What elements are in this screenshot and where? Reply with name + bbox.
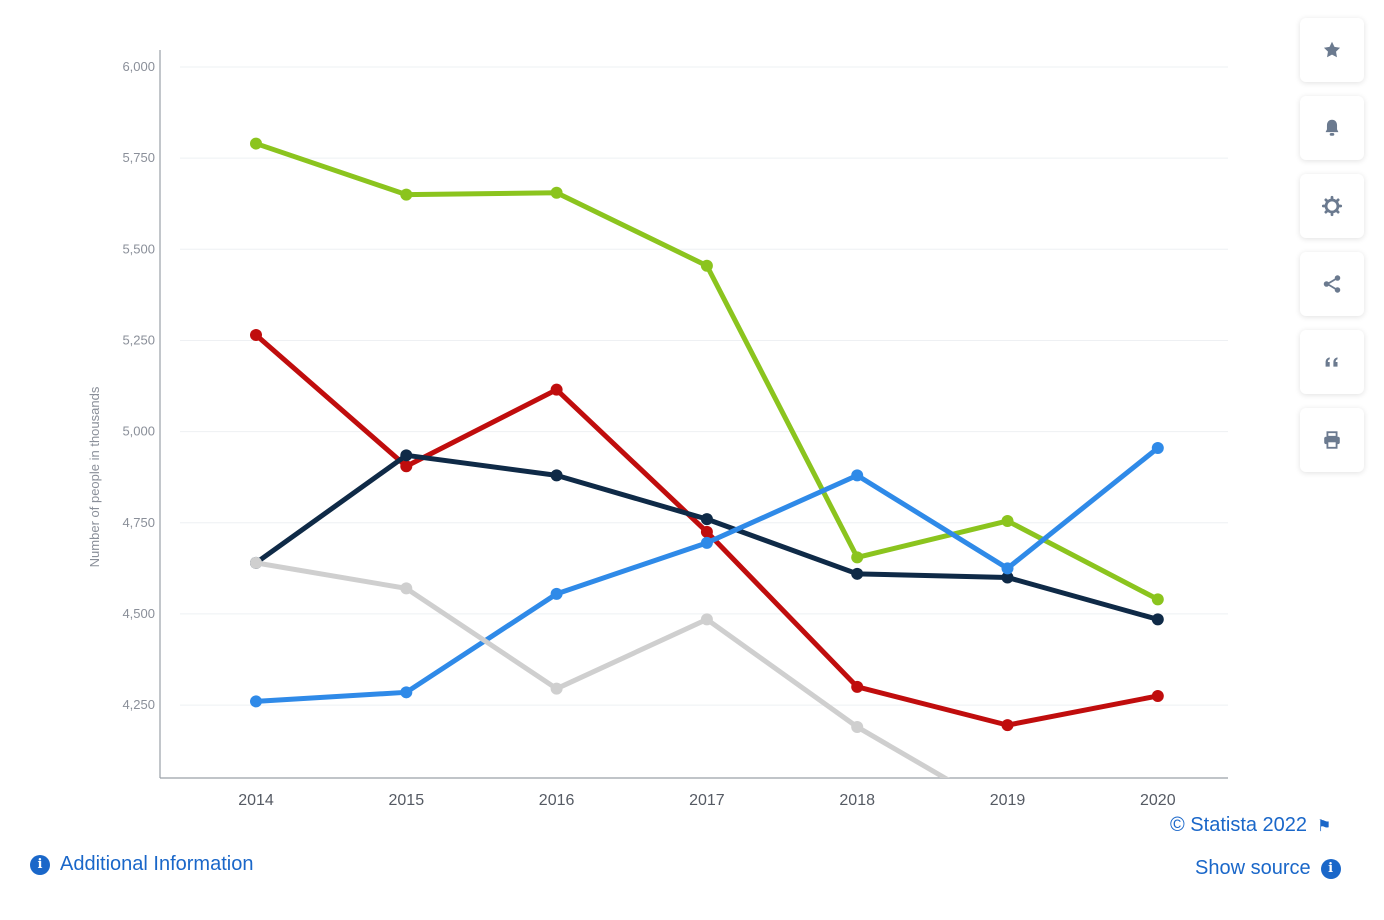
data-point[interactable] [1151, 593, 1164, 606]
y-tick-label: 4,750 [122, 515, 155, 530]
x-tick-label: 2017 [689, 792, 725, 809]
grid-lines [180, 66, 1228, 706]
x-tick-label: 2016 [539, 792, 575, 809]
y-tick-label: 4,500 [122, 606, 155, 621]
x-tick-label: 2015 [389, 792, 425, 809]
x-tick-label: 2018 [839, 792, 875, 809]
info-icon: i [1320, 858, 1341, 879]
line-chart: 4,250 4,500 4,750 5,000 5,250 5,500 5,750 6,000… [87, 50, 1228, 809]
x-tick-label: 2020 [1140, 792, 1176, 809]
data-point[interactable] [851, 567, 864, 580]
data-point[interactable] [700, 513, 713, 526]
data-point[interactable] [1001, 719, 1014, 732]
data-point[interactable] [400, 582, 413, 595]
series-1 [250, 137, 1164, 606]
x-tick-label: 2019 [990, 792, 1026, 809]
x-tick-labels: 2014 2015 2016 2017 2018 2019 2020 [238, 792, 1175, 809]
settings-button[interactable] [1300, 174, 1364, 238]
gear-icon [1321, 195, 1343, 217]
series-line [253, 560, 950, 778]
data-point[interactable] [250, 137, 262, 150]
data-point[interactable] [1001, 571, 1014, 584]
quote-icon [1325, 357, 1338, 367]
favorite-button[interactable] [1300, 18, 1364, 82]
copyright-text: © Statista 2022 [1170, 814, 1308, 836]
y-tick-label: 6,000 [122, 59, 155, 74]
data-point[interactable] [1151, 689, 1164, 702]
data-point[interactable] [851, 551, 864, 564]
data-point[interactable] [400, 686, 413, 699]
series-line [253, 445, 1161, 704]
sidebar-toolbar [1300, 18, 1364, 486]
data-point[interactable] [400, 460, 413, 473]
y-tick-label: 5,750 [122, 150, 155, 165]
series-lines [250, 137, 1164, 778]
show-source-label: Show source [1195, 857, 1311, 879]
data-point[interactable] [700, 536, 713, 549]
y-axis-title: Number of people in thousands [87, 386, 102, 567]
data-point[interactable] [1151, 442, 1164, 455]
y-tick-label: 5,500 [122, 241, 155, 256]
y-tick-label: 4,250 [122, 697, 155, 712]
data-point[interactable] [550, 587, 563, 600]
data-point[interactable] [250, 695, 262, 708]
data-point[interactable] [400, 449, 413, 462]
data-point[interactable] [550, 383, 563, 396]
show-source-link[interactable]: Show source i [1195, 857, 1341, 880]
data-point[interactable] [550, 682, 563, 695]
series-4 [250, 442, 1164, 708]
data-point[interactable] [1001, 562, 1014, 575]
axes [159, 50, 1228, 779]
share-button[interactable] [1300, 252, 1364, 316]
copyright-notice[interactable]: © Statista 2022 ⚑ [1170, 814, 1331, 837]
data-point[interactable] [250, 328, 262, 341]
notification-button[interactable] [1300, 96, 1364, 160]
data-point[interactable] [700, 613, 713, 626]
y-tick-label: 5,000 [122, 424, 155, 439]
series-5 [250, 556, 950, 778]
data-point[interactable] [400, 188, 413, 201]
data-point[interactable] [851, 680, 864, 693]
star-icon [1323, 41, 1341, 58]
bell-icon [1325, 119, 1339, 136]
printer-icon [1324, 431, 1340, 449]
data-point[interactable] [851, 469, 864, 482]
data-point[interactable] [550, 186, 563, 199]
data-point[interactable] [1001, 514, 1014, 527]
x-tick-label: 2014 [238, 792, 274, 809]
y-tick-labels: 4,250 4,500 4,750 5,000 5,250 5,500 5,750 6,000 [122, 59, 155, 712]
cite-button[interactable] [1300, 330, 1364, 394]
additional-information-link[interactable]: i Additional Information [30, 853, 253, 876]
data-point[interactable] [700, 259, 713, 272]
additional-information-label: Additional Information [60, 853, 254, 875]
data-point[interactable] [700, 525, 713, 538]
share-icon [1323, 275, 1341, 293]
data-point[interactable] [550, 469, 563, 482]
data-point[interactable] [250, 556, 262, 569]
info-icon: i [30, 854, 50, 875]
y-tick-label: 5,250 [122, 332, 155, 347]
flag-icon[interactable]: ⚑ [1317, 817, 1332, 835]
print-button[interactable] [1300, 408, 1364, 472]
series-2 [250, 328, 1164, 732]
data-point[interactable] [851, 720, 864, 733]
data-point[interactable] [1151, 613, 1164, 626]
